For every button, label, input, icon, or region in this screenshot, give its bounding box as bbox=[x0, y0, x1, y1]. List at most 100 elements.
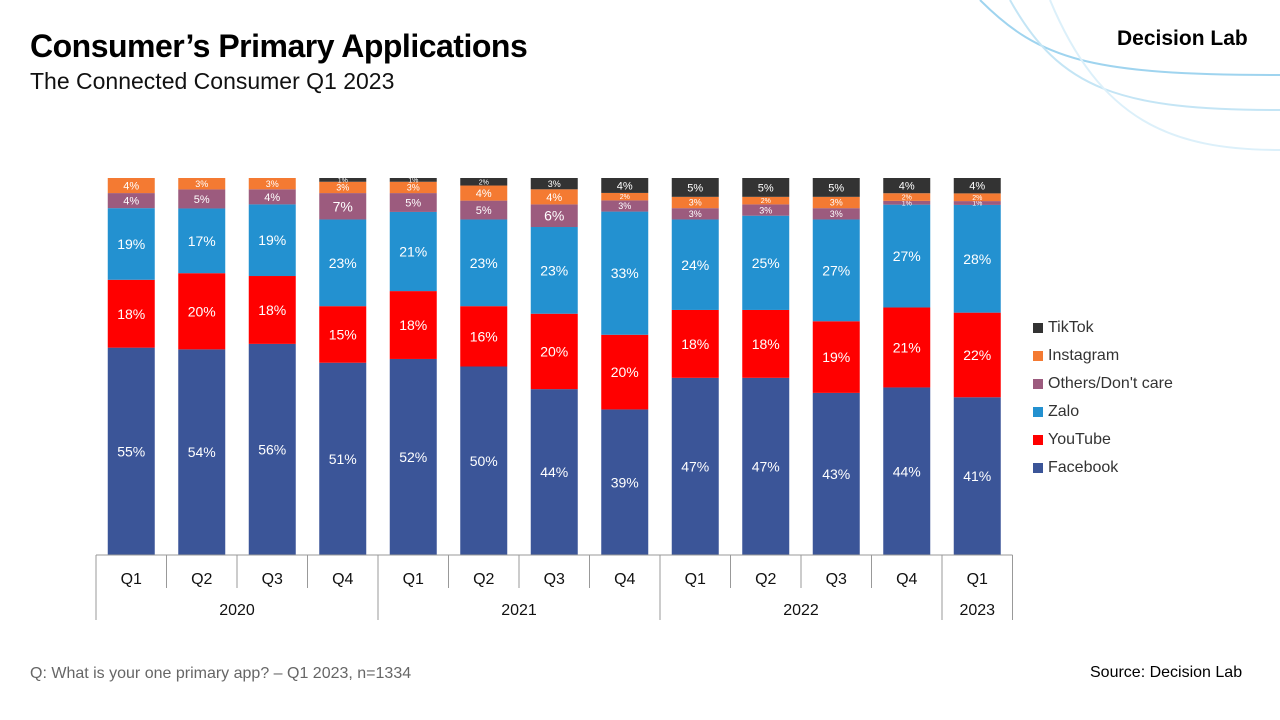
bar-segment-tiktok bbox=[530, 178, 578, 190]
data-label-youtube: 18% bbox=[752, 336, 780, 352]
bar-segment-facebook bbox=[671, 377, 719, 555]
bar-segment-tiktok bbox=[319, 178, 367, 182]
data-label-zalo: 27% bbox=[893, 248, 921, 264]
bar-segment-tiktok bbox=[812, 178, 860, 197]
data-label-zalo: 23% bbox=[470, 255, 498, 271]
data-label-youtube: 21% bbox=[893, 339, 921, 355]
bar-segment-others-don-t-care bbox=[389, 193, 437, 212]
legend-item-zalo: Zalo bbox=[1033, 398, 1173, 426]
data-label-facebook: 43% bbox=[822, 466, 850, 482]
data-label-tiktok: 5% bbox=[828, 182, 844, 194]
bar-segment-facebook bbox=[107, 347, 155, 555]
bar-segment-others-don-t-care bbox=[671, 208, 719, 220]
data-label-instagram: 3% bbox=[689, 198, 702, 208]
data-label-youtube: 22% bbox=[963, 347, 991, 363]
bar-segment-youtube bbox=[530, 313, 578, 390]
bar-segment-zalo bbox=[883, 204, 931, 308]
data-label-tiktok: 5% bbox=[687, 182, 703, 194]
data-label-others-don-t-care: 1% bbox=[902, 200, 912, 207]
data-label-facebook: 52% bbox=[399, 449, 427, 465]
data-label-zalo: 28% bbox=[963, 251, 991, 267]
data-label-instagram: 3% bbox=[336, 183, 349, 193]
data-label-youtube: 16% bbox=[470, 328, 498, 344]
data-label-tiktok: 1% bbox=[338, 177, 348, 184]
data-label-others-don-t-care: 6% bbox=[544, 208, 564, 224]
data-label-instagram: 2% bbox=[761, 198, 771, 205]
bar-segment-instagram bbox=[883, 193, 931, 201]
data-label-tiktok: 4% bbox=[617, 180, 633, 192]
data-label-others-don-t-care: 4% bbox=[123, 196, 139, 208]
bar-segment-others-don-t-care bbox=[953, 201, 1001, 205]
data-label-instagram: 2% bbox=[972, 195, 982, 202]
data-label-others-don-t-care: 1% bbox=[972, 201, 982, 208]
legend-swatch bbox=[1033, 463, 1043, 473]
bar-segment-zalo bbox=[812, 219, 860, 322]
x-group-label-2021: 2021 bbox=[501, 602, 537, 619]
data-label-facebook: 56% bbox=[258, 441, 286, 457]
bar-segment-tiktok bbox=[671, 178, 719, 197]
legend-item-youtube: YouTube bbox=[1033, 426, 1173, 454]
data-label-facebook: 51% bbox=[329, 451, 357, 467]
data-label-instagram: 4% bbox=[546, 192, 562, 204]
x-tick-label: Q3 bbox=[826, 571, 847, 588]
bar-segment-youtube bbox=[319, 306, 367, 363]
chart-legend: TikTok Instagram Others/Don't care Zalo YouT… bbox=[1033, 314, 1173, 482]
data-label-facebook: 54% bbox=[188, 444, 216, 460]
bar-segment-instagram bbox=[671, 196, 719, 209]
legend-label: YouTube bbox=[1048, 431, 1111, 448]
x-tick-label: Q1 bbox=[967, 571, 988, 588]
bar-segment-youtube bbox=[953, 312, 1001, 398]
bar-segment-others-don-t-care bbox=[178, 189, 226, 209]
data-label-others-don-t-care: 4% bbox=[264, 192, 280, 204]
x-tick-label: Q2 bbox=[755, 571, 776, 588]
bar-segment-facebook bbox=[953, 397, 1001, 555]
data-label-zalo: 24% bbox=[681, 257, 709, 273]
bar-segment-others-don-t-care bbox=[883, 200, 931, 205]
x-tick-label: Q3 bbox=[544, 571, 565, 588]
data-label-instagram: 4% bbox=[123, 181, 139, 193]
data-label-youtube: 18% bbox=[258, 302, 286, 318]
legend-item-others-don-t-care: Others/Don't care bbox=[1033, 370, 1173, 398]
data-label-youtube: 18% bbox=[117, 306, 145, 322]
bar-segment-others-don-t-care bbox=[530, 204, 578, 228]
bar-segment-facebook bbox=[812, 392, 860, 555]
data-label-facebook: 55% bbox=[117, 443, 145, 459]
data-label-youtube: 18% bbox=[399, 317, 427, 333]
legend-swatch bbox=[1033, 407, 1043, 417]
page-title: Consumer’s Primary Applications bbox=[30, 28, 528, 64]
bar-segment-tiktok bbox=[742, 178, 790, 197]
data-label-others-don-t-care: 3% bbox=[618, 201, 631, 211]
legend-item-facebook: Facebook bbox=[1033, 454, 1173, 482]
bar-segment-zalo bbox=[460, 219, 508, 307]
bar-segment-tiktok bbox=[953, 178, 1001, 194]
bar-segment-instagram bbox=[389, 181, 437, 194]
x-tick-label: Q1 bbox=[121, 571, 142, 588]
bar-segment-instagram bbox=[530, 189, 578, 205]
bar-segment-facebook bbox=[178, 349, 226, 555]
bar-segment-facebook bbox=[319, 362, 367, 555]
data-label-others-don-t-care: 5% bbox=[194, 194, 210, 206]
data-label-others-don-t-care: 7% bbox=[333, 198, 353, 214]
bar-segment-instagram bbox=[319, 181, 367, 194]
bar-segment-youtube bbox=[883, 307, 931, 388]
bar-segment-youtube bbox=[248, 276, 296, 344]
data-label-youtube: 19% bbox=[822, 349, 850, 365]
bar-segment-facebook bbox=[389, 358, 437, 555]
legend-label: Facebook bbox=[1048, 459, 1119, 476]
data-label-instagram: 3% bbox=[266, 179, 279, 189]
bar-segment-zalo bbox=[530, 227, 578, 314]
legend-label: TikTok bbox=[1048, 319, 1094, 336]
data-label-tiktok: 1% bbox=[408, 177, 418, 184]
data-label-instagram: 4% bbox=[476, 188, 492, 200]
bar-segment-zalo bbox=[389, 211, 437, 292]
legend-swatch bbox=[1033, 351, 1043, 361]
x-tick-label: Q1 bbox=[403, 571, 424, 588]
bar-segment-others-don-t-care bbox=[742, 204, 790, 216]
legend-label: Zalo bbox=[1048, 403, 1080, 420]
data-label-tiktok: 2% bbox=[479, 179, 489, 186]
bar-segment-youtube bbox=[742, 309, 790, 378]
bar-segment-others-don-t-care bbox=[319, 193, 367, 220]
bar-segment-instagram bbox=[953, 193, 1001, 202]
data-label-youtube: 20% bbox=[188, 303, 216, 319]
bar-segment-facebook bbox=[742, 377, 790, 555]
